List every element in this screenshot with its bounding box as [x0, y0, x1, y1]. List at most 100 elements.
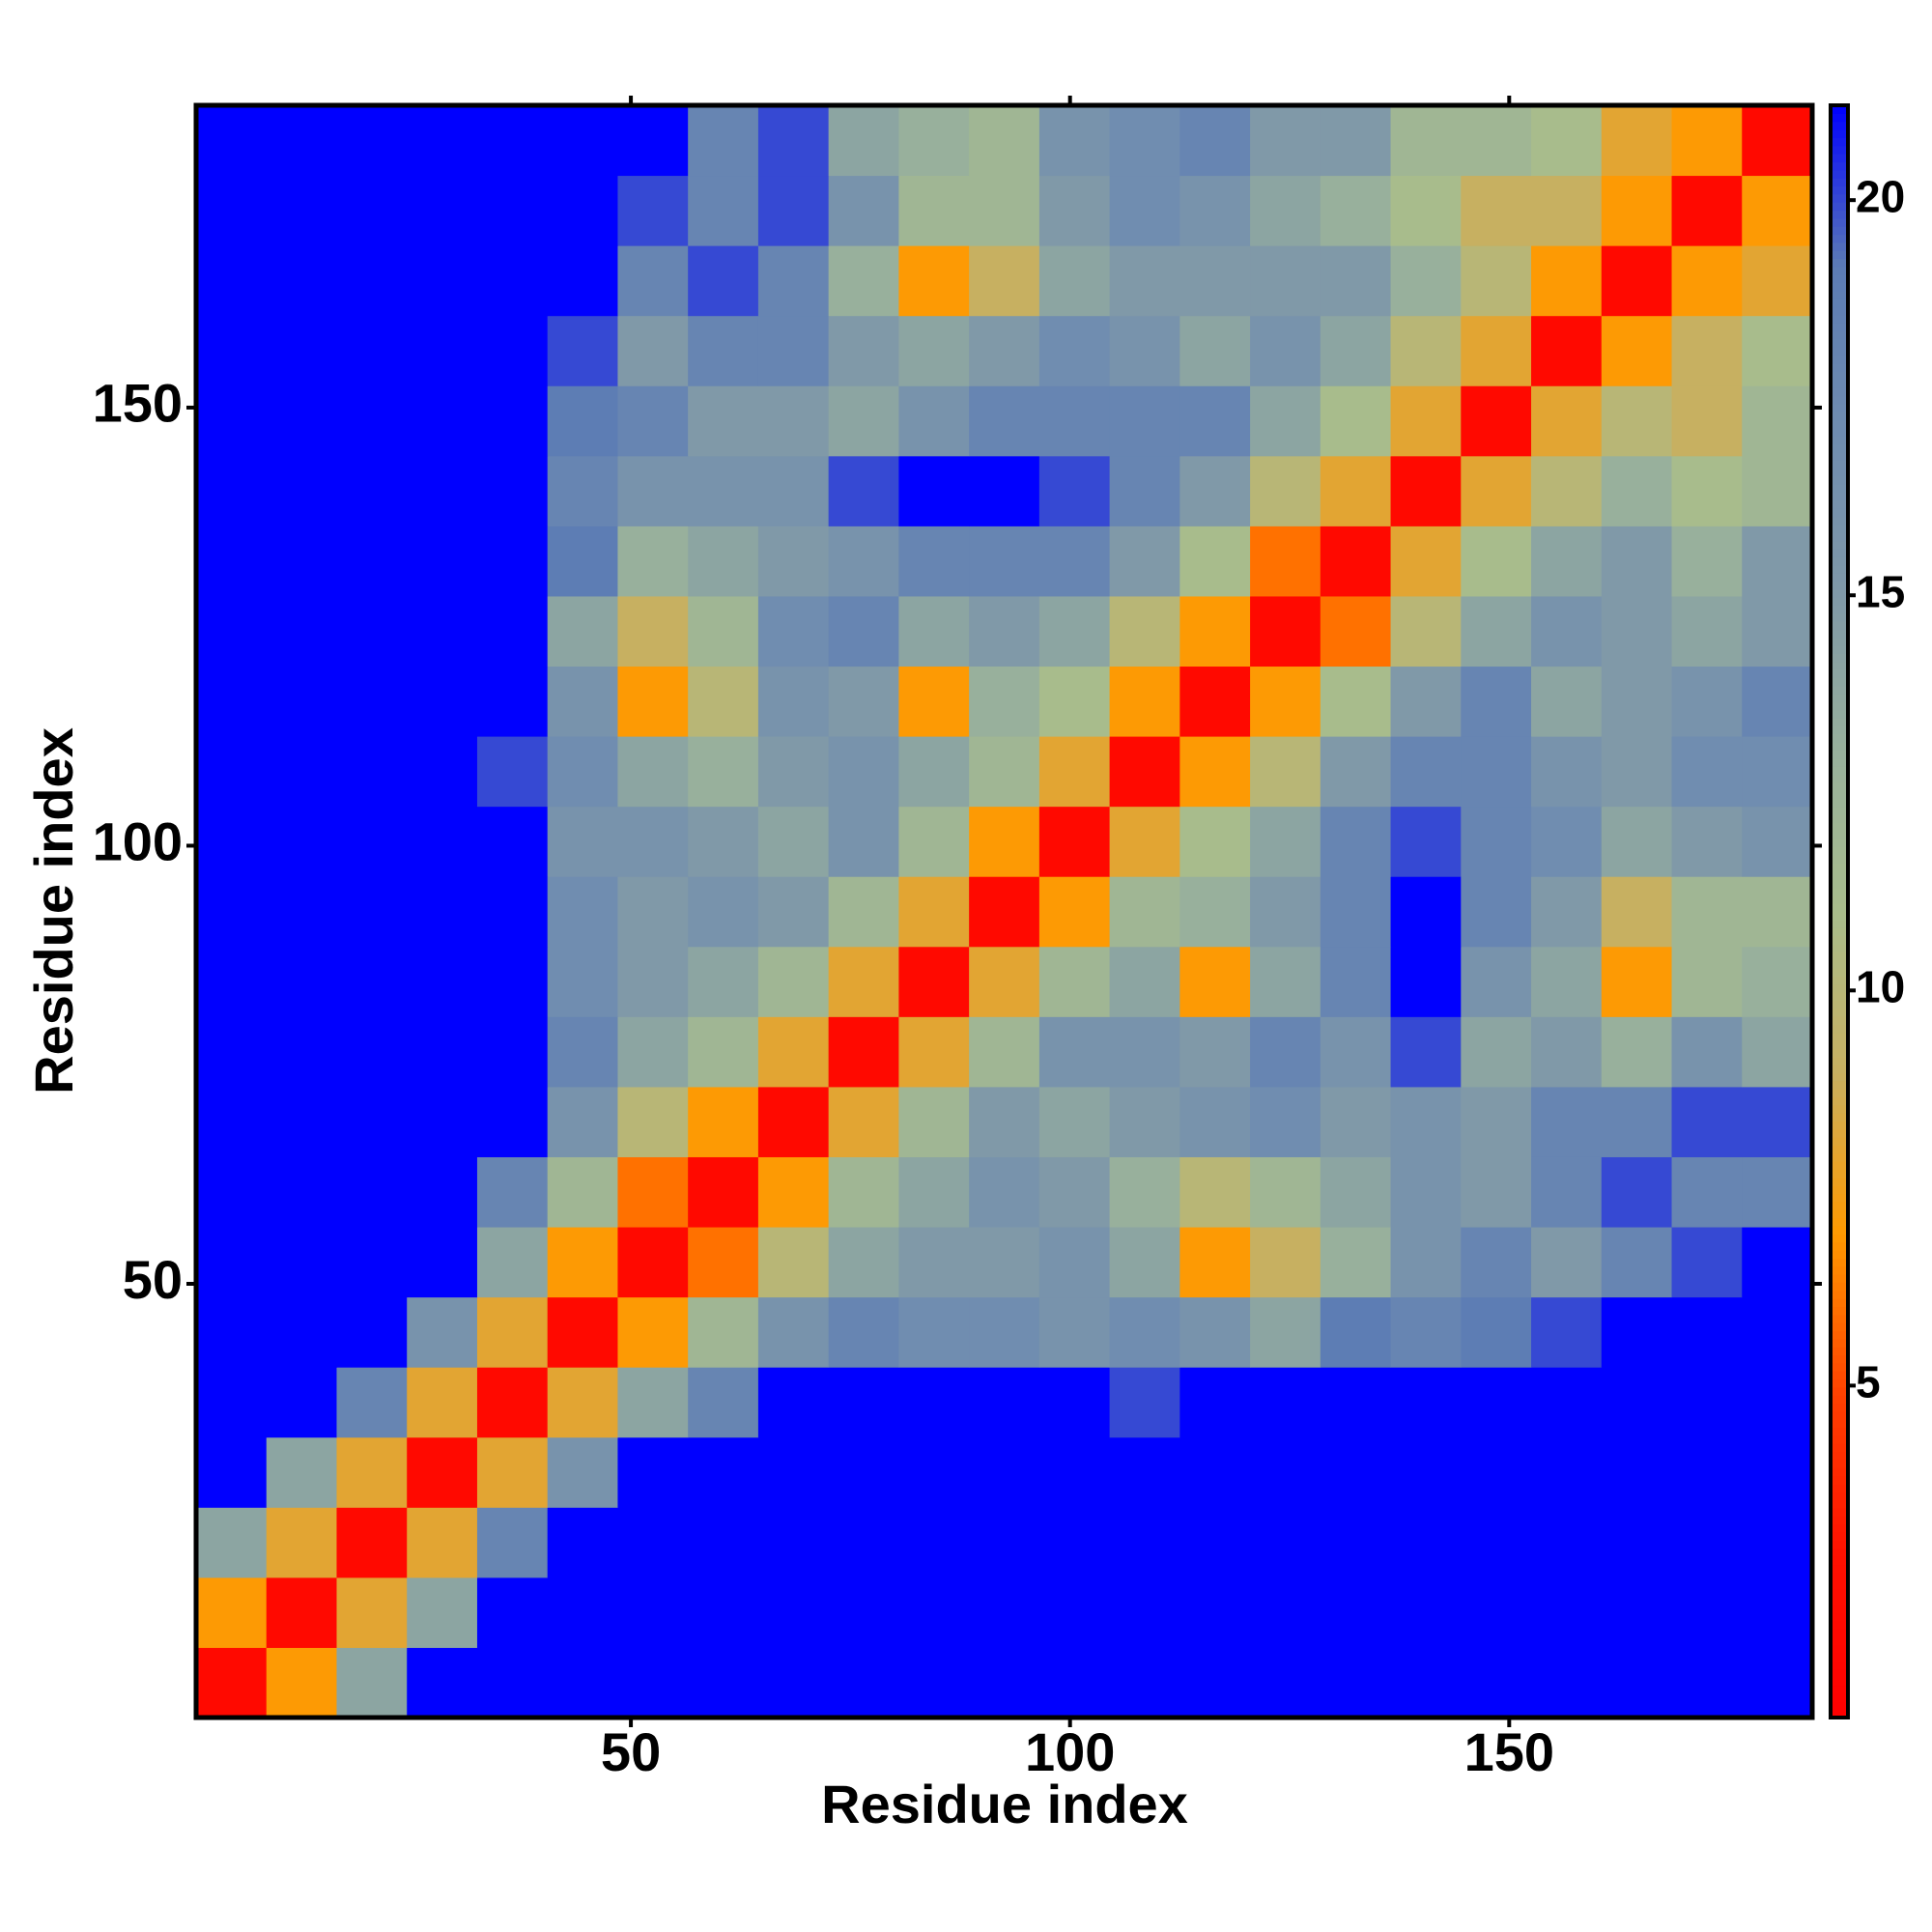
heat-cell — [617, 245, 689, 317]
heat-cell — [196, 1367, 268, 1438]
colorbar-swatch — [1831, 1065, 1848, 1073]
heat-cell — [1601, 876, 1673, 948]
heat-cell — [196, 595, 268, 668]
heat-cell — [547, 385, 618, 457]
heat-cell — [1390, 1436, 1462, 1508]
heat-cell — [1038, 1296, 1111, 1368]
heat-cell — [1671, 736, 1743, 808]
heat-cell — [1742, 315, 1813, 386]
heat-cell — [969, 175, 1040, 246]
heat-cell — [1250, 455, 1321, 526]
heat-cell — [1531, 806, 1603, 877]
colorbar-swatch — [1831, 314, 1848, 324]
colorbar-swatch — [1831, 323, 1848, 332]
heat-cell — [547, 736, 618, 808]
colorbar-swatch — [1831, 169, 1848, 179]
heat-cell — [1461, 315, 1532, 386]
colorbar-swatch — [1831, 274, 1848, 284]
heat-cell — [617, 806, 689, 877]
heat-cell — [1250, 736, 1321, 808]
heat-cell — [476, 1647, 549, 1719]
heat-cell — [969, 1367, 1040, 1438]
colorbar-swatch — [1831, 733, 1848, 743]
heat-cell — [1390, 876, 1462, 948]
heat-cell — [898, 455, 970, 526]
heat-cell — [1742, 175, 1813, 246]
heat-cell — [898, 595, 970, 668]
colorbar-swatch — [1831, 516, 1848, 526]
heat-cell — [196, 1577, 268, 1648]
heat-cell — [1531, 385, 1603, 457]
heat-cell — [969, 455, 1040, 526]
heat-cell — [688, 736, 759, 808]
heat-cell — [1390, 1296, 1462, 1368]
heat-cell — [1601, 175, 1673, 246]
heat-cell — [1461, 736, 1532, 808]
heat-cell — [476, 105, 549, 177]
colorbar-swatch — [1831, 1467, 1848, 1477]
heat-cell — [1671, 666, 1743, 737]
colorbar-swatch — [1831, 1459, 1848, 1468]
colorbar-swatch — [1831, 1000, 1848, 1009]
heat-cell — [1179, 1227, 1251, 1298]
heat-cell — [196, 385, 268, 457]
heat-cell — [1531, 946, 1603, 1017]
heat-cell — [688, 175, 759, 246]
heat-cell — [1320, 385, 1392, 457]
heat-cell — [1742, 806, 1813, 877]
heat-cell — [898, 175, 970, 246]
heat-cell — [196, 105, 268, 177]
heat-cell — [1038, 455, 1111, 526]
heat-cell — [407, 1507, 478, 1578]
colorbar-swatch — [1831, 137, 1848, 147]
colorbar-swatch — [1831, 814, 1848, 824]
heat-cell — [547, 595, 618, 668]
heat-cell — [617, 1156, 689, 1228]
heat-cell — [1531, 105, 1603, 177]
heat-cell — [1390, 736, 1462, 808]
heat-cell — [617, 1367, 689, 1438]
colorbar-swatch — [1831, 347, 1848, 356]
heat-cell — [617, 876, 689, 948]
heat-cell — [1320, 105, 1392, 177]
heat-cell — [407, 315, 478, 386]
heat-cell — [1601, 1227, 1673, 1298]
heat-cell — [1038, 876, 1111, 948]
heat-cell — [688, 385, 759, 457]
heat-cell — [1179, 946, 1251, 1017]
heat-cell — [476, 385, 549, 457]
heat-cell — [757, 806, 830, 877]
heat-cell — [1038, 1227, 1111, 1298]
heat-cell — [1109, 245, 1180, 317]
heat-cell — [969, 595, 1040, 668]
heat-cell — [898, 666, 970, 737]
colorbar-swatch — [1831, 718, 1848, 727]
heat-cell — [1742, 1367, 1813, 1438]
heat-cell — [1250, 526, 1321, 597]
heat-cell — [1531, 666, 1603, 737]
heat-cell — [1038, 1086, 1111, 1157]
heat-cell — [1601, 1016, 1673, 1088]
colorbar-swatch — [1831, 1177, 1848, 1186]
heat-cell — [617, 526, 689, 597]
heat-cell — [969, 1016, 1040, 1088]
colorbar-swatch — [1831, 991, 1848, 1001]
colorbar-swatch — [1831, 1040, 1848, 1049]
heat-cell — [196, 1436, 268, 1508]
heat-cell — [1671, 1227, 1743, 1298]
heat-cell — [1179, 1296, 1251, 1368]
heat-cell — [407, 385, 478, 457]
colorbar-swatch — [1831, 1193, 1848, 1203]
heat-cell — [1671, 1296, 1743, 1368]
colorbar-swatch — [1831, 757, 1848, 767]
heat-cell — [969, 1296, 1040, 1368]
heat-cell — [1531, 1296, 1603, 1368]
colorbar-swatch — [1831, 798, 1848, 808]
heat-cell — [336, 455, 408, 526]
heat-cell — [1601, 595, 1673, 668]
colorbar-swatch — [1831, 540, 1848, 550]
colorbar-swatch — [1831, 1048, 1848, 1058]
heat-cell — [1461, 1436, 1532, 1508]
colorbar-swatch — [1831, 105, 1848, 114]
